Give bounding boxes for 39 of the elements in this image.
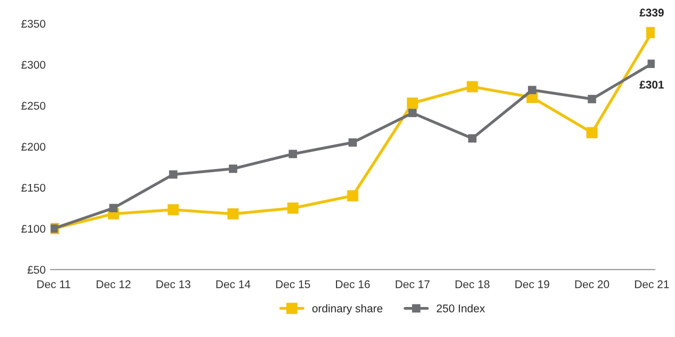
x-tick-label: Dec 15 (276, 280, 310, 288)
x-tick-label: Dec 19 (515, 280, 550, 288)
x-tick-label: Dec 18 (456, 280, 490, 288)
x-tick-label: Dec 11 (37, 280, 70, 288)
y-tick-label: £200 (21, 142, 46, 151)
point (588, 94, 596, 104)
x-tick-label: Dec 12 (96, 280, 130, 288)
point (406, 98, 418, 109)
x-tick-label: Dec 20 (575, 280, 610, 288)
data-label: £301 (640, 80, 664, 89)
point (648, 60, 655, 68)
point (586, 127, 598, 138)
point (408, 108, 417, 118)
x-tick-label: Dec 13 (156, 280, 190, 288)
y-tick-label: £300 (21, 60, 46, 69)
data-label: £339 (640, 8, 664, 17)
y-tick-label: £100 (21, 224, 46, 233)
legend-label: ordinary share (312, 304, 382, 315)
point (287, 202, 298, 214)
point (466, 81, 478, 92)
x-tick-label: Dec 16 (336, 280, 370, 288)
legend-label: 250 Index (436, 304, 485, 312)
point (109, 204, 118, 212)
point (228, 208, 239, 220)
y-tick-label: £150 (21, 184, 46, 192)
point (347, 190, 358, 202)
x-tick-label: Dec 21 (635, 280, 669, 288)
x-tick-label: Dec 14 (216, 280, 250, 288)
y-tick-label: £50 (28, 266, 46, 274)
y-tick-label: £350 (21, 20, 46, 28)
point (528, 86, 536, 94)
point (169, 170, 178, 179)
point (468, 134, 476, 143)
point (228, 164, 238, 173)
x-tick-label: Dec 17 (396, 280, 430, 288)
y-tick-label: £250 (21, 102, 46, 110)
point (288, 150, 298, 158)
point (348, 138, 357, 147)
point (168, 204, 179, 216)
